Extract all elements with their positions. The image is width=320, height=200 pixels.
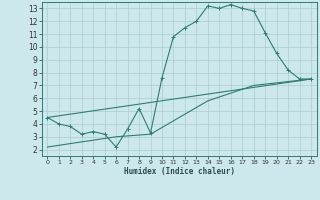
X-axis label: Humidex (Indice chaleur): Humidex (Indice chaleur) [124,167,235,176]
